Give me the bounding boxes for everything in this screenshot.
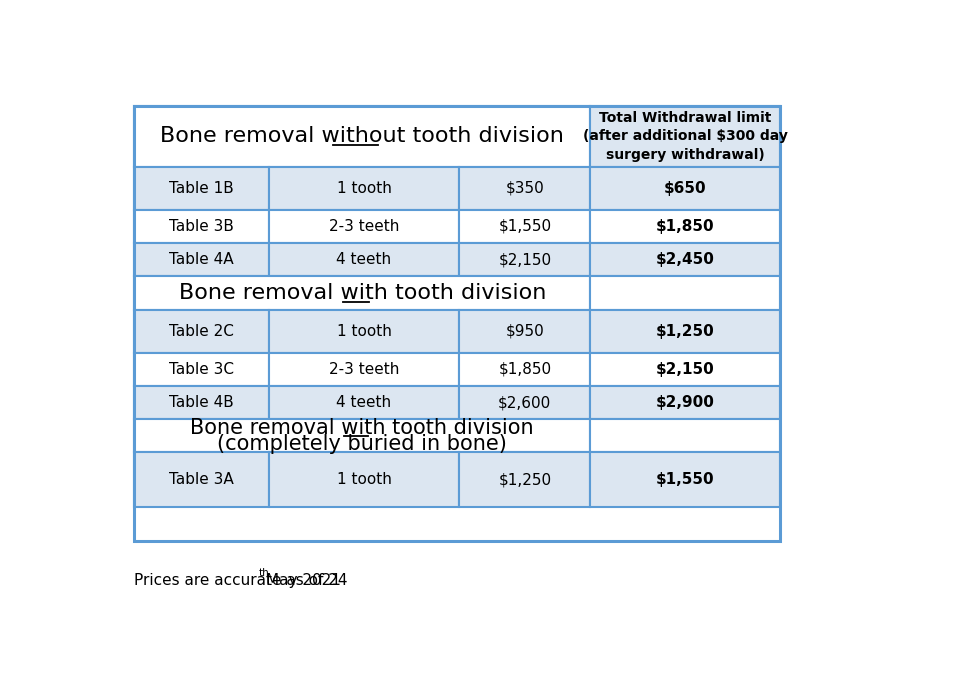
Bar	[134, 309, 268, 352]
Text: Bone removal with tooth division: Bone removal with tooth division	[190, 418, 534, 438]
Bar	[591, 243, 781, 277]
Bar	[591, 352, 781, 386]
Bar	[459, 167, 591, 210]
Bar	[459, 210, 591, 243]
Bar	[134, 453, 268, 507]
Text: 4 teeth: 4 teeth	[337, 252, 392, 267]
Bar	[459, 243, 591, 277]
Text: Prices are accurate as of 24: Prices are accurate as of 24	[134, 573, 347, 588]
Bar	[268, 352, 459, 386]
Bar	[134, 386, 268, 419]
Bar	[268, 309, 459, 352]
Text: Table 4B: Table 4B	[169, 395, 234, 410]
Bar	[591, 106, 781, 167]
Bar	[591, 453, 781, 507]
Bar	[459, 352, 591, 386]
Bar	[459, 386, 591, 419]
Bar	[591, 167, 781, 210]
Bar	[134, 243, 268, 277]
Bar	[591, 419, 781, 453]
Bar	[134, 419, 591, 453]
Bar	[268, 210, 459, 243]
Bar	[459, 309, 591, 352]
Bar	[591, 210, 781, 243]
Bar	[134, 167, 268, 210]
Text: 1 tooth: 1 tooth	[337, 473, 392, 488]
Text: $1,250: $1,250	[498, 473, 551, 488]
Text: th: th	[259, 568, 269, 579]
Text: Table 3B: Table 3B	[169, 219, 234, 234]
Bar	[134, 277, 591, 309]
Bar	[268, 453, 459, 507]
Text: 1 tooth: 1 tooth	[337, 181, 392, 196]
Text: $1,550: $1,550	[498, 219, 551, 234]
Text: 4 teeth: 4 teeth	[337, 395, 392, 410]
Bar	[134, 352, 268, 386]
Text: 2-3 teeth: 2-3 teeth	[329, 219, 400, 234]
Text: 1 tooth: 1 tooth	[337, 324, 392, 339]
Bar	[268, 167, 459, 210]
Bar	[591, 386, 781, 419]
Bar	[268, 243, 459, 277]
Text: Table 3C: Table 3C	[169, 362, 234, 377]
Text: $950: $950	[506, 324, 544, 339]
Text: Table 1B: Table 1B	[169, 181, 234, 196]
Text: Table 2C: Table 2C	[169, 324, 234, 339]
Bar	[134, 106, 591, 167]
Text: 2-3 teeth: 2-3 teeth	[329, 362, 400, 377]
Bar	[591, 277, 781, 309]
Text: $650: $650	[664, 181, 706, 196]
Text: $2,600: $2,600	[498, 395, 551, 410]
Text: Bone removal without tooth division: Bone removal without tooth division	[160, 126, 565, 146]
Text: Bone removal with tooth division: Bone removal with tooth division	[179, 283, 546, 303]
Text: (completely buried in bone): (completely buried in bone)	[217, 434, 508, 454]
Text: $2,900: $2,900	[656, 395, 715, 410]
Text: $350: $350	[506, 181, 544, 196]
Bar	[591, 309, 781, 352]
Text: $1,850: $1,850	[656, 219, 715, 234]
Text: $1,850: $1,850	[498, 362, 551, 377]
Text: $2,450: $2,450	[656, 252, 715, 267]
Text: $2,150: $2,150	[498, 252, 551, 267]
Text: Total Withdrawal limit
(after additional $300 day
surgery withdrawal): Total Withdrawal limit (after additional…	[583, 111, 787, 162]
Bar	[134, 210, 268, 243]
Text: Table 3A: Table 3A	[169, 473, 234, 488]
Text: May 2021: May 2021	[266, 573, 342, 588]
Bar	[268, 386, 459, 419]
Bar	[134, 106, 781, 540]
Text: $1,550: $1,550	[656, 473, 715, 488]
Text: $1,250: $1,250	[656, 324, 715, 339]
Text: Table 4A: Table 4A	[169, 252, 234, 267]
Bar	[459, 453, 591, 507]
Text: $2,150: $2,150	[656, 362, 715, 377]
